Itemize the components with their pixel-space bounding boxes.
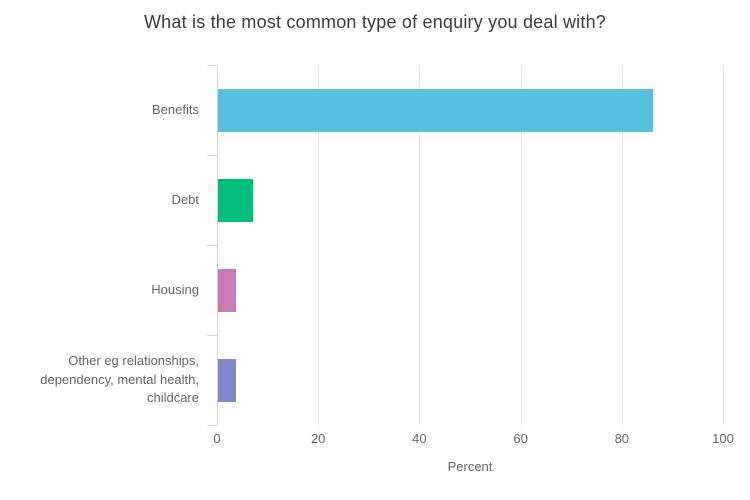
x-tick-label: 100 — [712, 431, 734, 446]
bar-housing[interactable] — [218, 268, 236, 312]
plot-area — [207, 65, 724, 426]
y-axis-tick — [207, 425, 217, 426]
x-tick-label: 20 — [310, 431, 326, 446]
chart-title: What is the most common type of enquiry … — [143, 12, 606, 32]
gridline — [520, 65, 522, 425]
gridline — [723, 65, 724, 425]
category-label: Housing — [151, 281, 199, 297]
gridline — [621, 65, 623, 425]
category-label: Other eg relationships, dependency, ment… — [40, 352, 199, 406]
x-tick-label: 0 — [213, 431, 221, 446]
gridline — [318, 65, 320, 425]
y-axis-tick — [207, 335, 217, 336]
x-axis-title: Percent — [447, 459, 493, 474]
x-tick-label: 40 — [412, 431, 427, 446]
bar-other[interactable] — [218, 358, 236, 402]
gridline — [419, 65, 421, 425]
y-axis-tick — [207, 245, 217, 246]
y-axis-tick — [207, 155, 217, 156]
y-axis-line — [217, 65, 218, 425]
category-label: Benefits — [152, 101, 199, 117]
category-label: Debt — [171, 191, 199, 207]
x-tick-label: 80 — [614, 431, 630, 446]
y-axis-tick — [207, 65, 217, 66]
x-tick-label: 60 — [513, 431, 528, 446]
bar-benefits[interactable] — [218, 88, 654, 132]
bar-debt[interactable] — [218, 178, 254, 222]
